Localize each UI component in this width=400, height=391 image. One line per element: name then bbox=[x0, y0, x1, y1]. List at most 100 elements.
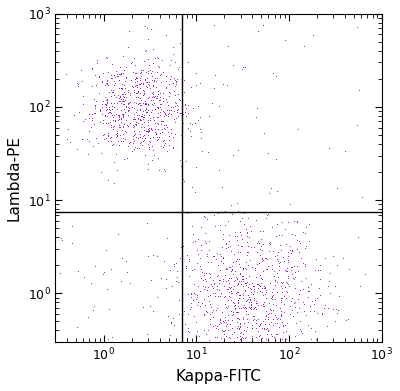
Point bbox=[142, 48, 148, 54]
Point bbox=[173, 81, 180, 87]
Point bbox=[92, 102, 99, 109]
Point bbox=[316, 267, 323, 273]
Point bbox=[229, 267, 236, 274]
Point bbox=[331, 318, 338, 324]
Point bbox=[233, 347, 240, 353]
Point bbox=[270, 316, 277, 322]
Point bbox=[251, 288, 257, 294]
Point bbox=[258, 243, 264, 249]
Point bbox=[118, 85, 124, 91]
Point bbox=[214, 305, 220, 312]
Point bbox=[181, 77, 188, 83]
Point bbox=[232, 361, 238, 368]
Point bbox=[232, 302, 238, 308]
Point bbox=[258, 302, 264, 308]
Point bbox=[174, 268, 180, 274]
Point bbox=[228, 284, 234, 291]
Point bbox=[272, 362, 278, 369]
Point bbox=[210, 281, 217, 287]
Point bbox=[240, 276, 246, 282]
Point bbox=[262, 289, 269, 295]
Point bbox=[238, 236, 245, 242]
Point bbox=[168, 320, 174, 326]
Point bbox=[202, 301, 208, 308]
Point bbox=[236, 295, 243, 301]
Point bbox=[80, 101, 86, 107]
Point bbox=[260, 268, 266, 274]
Point bbox=[234, 334, 240, 340]
Point bbox=[145, 128, 152, 135]
Point bbox=[218, 290, 224, 296]
Point bbox=[234, 315, 240, 321]
Point bbox=[256, 342, 262, 348]
Point bbox=[120, 93, 126, 99]
Point bbox=[142, 76, 148, 83]
Point bbox=[153, 78, 159, 84]
Point bbox=[133, 119, 139, 126]
Point bbox=[256, 252, 263, 258]
Point bbox=[297, 318, 303, 325]
Point bbox=[292, 304, 298, 310]
Point bbox=[108, 133, 114, 140]
Point bbox=[104, 109, 111, 116]
Point bbox=[253, 114, 260, 120]
Point bbox=[294, 218, 300, 224]
Point bbox=[236, 249, 243, 255]
Point bbox=[125, 106, 132, 113]
Point bbox=[145, 132, 152, 138]
Point bbox=[194, 301, 200, 308]
Point bbox=[148, 124, 155, 131]
Point bbox=[147, 84, 154, 91]
Point bbox=[296, 249, 302, 255]
Point bbox=[274, 188, 280, 194]
Point bbox=[150, 97, 156, 103]
Point bbox=[286, 389, 292, 391]
Point bbox=[274, 221, 281, 227]
Point bbox=[155, 126, 161, 132]
Point bbox=[130, 111, 137, 117]
Point bbox=[234, 233, 241, 240]
Point bbox=[110, 72, 117, 79]
Point bbox=[142, 98, 148, 104]
Point bbox=[236, 326, 242, 332]
Point bbox=[295, 126, 302, 133]
Point bbox=[270, 248, 276, 255]
Point bbox=[210, 314, 216, 320]
Point bbox=[263, 312, 269, 319]
Point bbox=[245, 283, 252, 290]
Point bbox=[237, 323, 244, 329]
Point bbox=[226, 238, 232, 244]
Point bbox=[228, 263, 235, 269]
Point bbox=[191, 290, 197, 296]
Point bbox=[206, 292, 213, 299]
Point bbox=[273, 289, 280, 295]
Point bbox=[103, 247, 109, 253]
Point bbox=[262, 326, 269, 333]
Point bbox=[154, 95, 160, 101]
Point bbox=[74, 324, 80, 330]
Point bbox=[138, 102, 144, 108]
Point bbox=[279, 336, 285, 343]
Point bbox=[316, 369, 322, 376]
Point bbox=[268, 307, 275, 313]
Point bbox=[174, 107, 181, 113]
Point bbox=[294, 355, 300, 362]
Point bbox=[145, 68, 151, 74]
Point bbox=[281, 309, 288, 315]
Point bbox=[195, 236, 201, 242]
Point bbox=[251, 305, 258, 312]
Point bbox=[86, 111, 92, 117]
Point bbox=[285, 275, 291, 281]
Point bbox=[194, 282, 201, 289]
Point bbox=[269, 333, 275, 339]
Point bbox=[232, 233, 238, 239]
Point bbox=[263, 377, 270, 383]
Point bbox=[260, 326, 267, 333]
Point bbox=[314, 295, 320, 301]
Point bbox=[117, 131, 124, 138]
Point bbox=[251, 298, 257, 304]
Point bbox=[126, 140, 133, 146]
Point bbox=[136, 112, 142, 118]
Point bbox=[182, 102, 188, 108]
Point bbox=[222, 301, 228, 307]
